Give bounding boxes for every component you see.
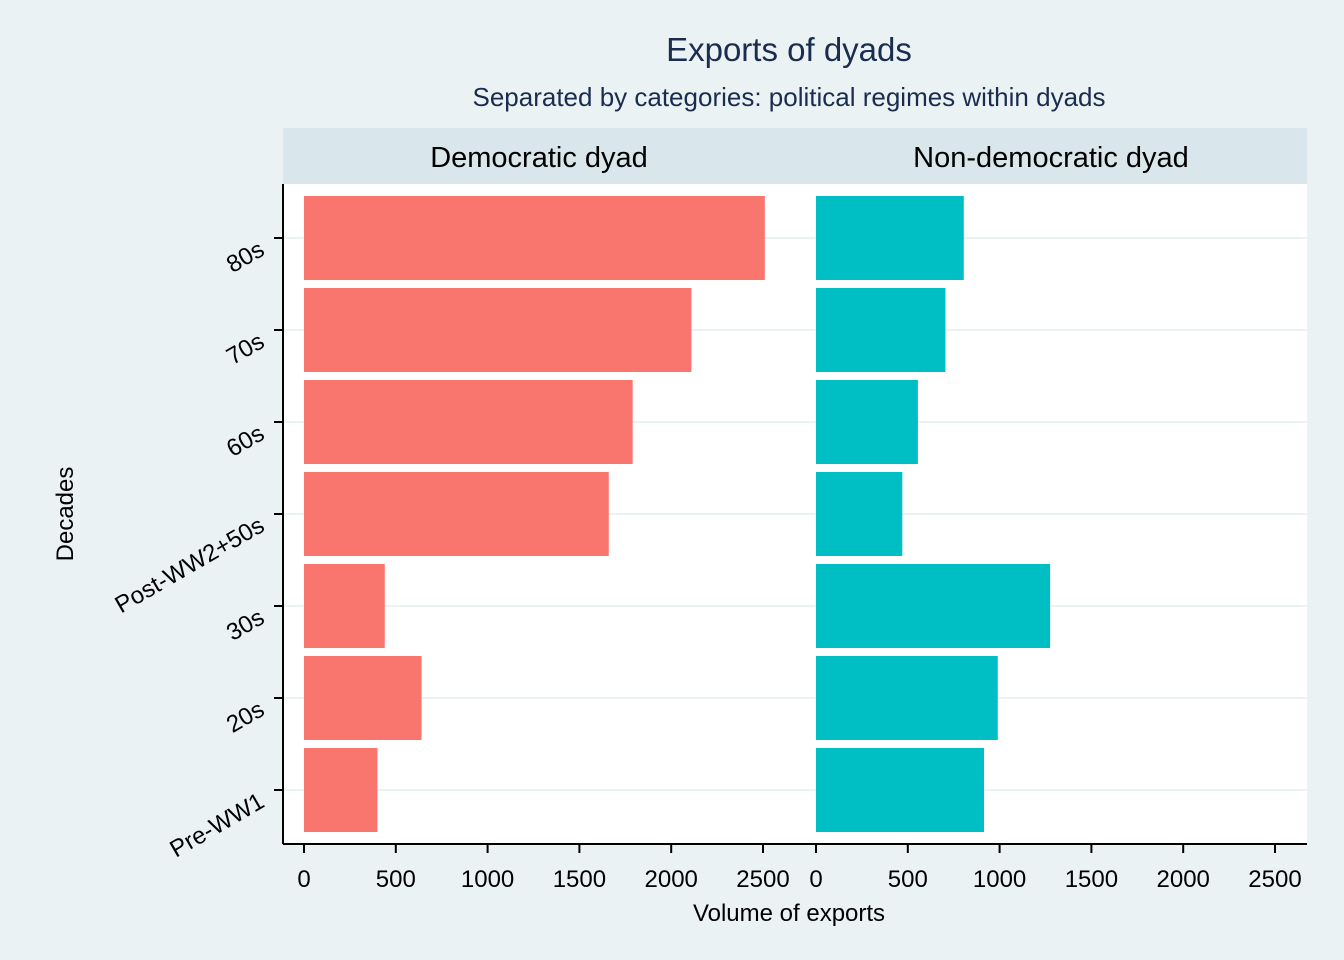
x-tick-label: 0 bbox=[297, 866, 310, 893]
x-tick-label: 1000 bbox=[973, 866, 1026, 893]
x-axis-title: Volume of exports bbox=[693, 900, 885, 927]
bar bbox=[304, 564, 385, 648]
chart-title: Exports of dyads bbox=[666, 31, 912, 68]
facet-strip-label: Non-democratic dyad bbox=[913, 142, 1189, 174]
chart-subtitle: Separated by categories: political regim… bbox=[472, 82, 1105, 112]
bar bbox=[304, 472, 609, 556]
bar bbox=[304, 288, 692, 372]
bar bbox=[816, 656, 998, 740]
facet-strip-background bbox=[283, 128, 795, 184]
facet-strip-background bbox=[795, 128, 1307, 184]
y-tick-label: 60s bbox=[222, 420, 269, 463]
y-axis-title: Decades bbox=[52, 467, 79, 562]
bar bbox=[816, 564, 1051, 648]
y-tick-label: 30s bbox=[222, 604, 269, 647]
x-tick-label: 1000 bbox=[461, 866, 514, 893]
bar bbox=[816, 472, 903, 556]
x-tick-label: 0 bbox=[809, 866, 822, 893]
bar bbox=[304, 380, 633, 464]
y-tick-label: Pre-WW1 bbox=[165, 788, 269, 863]
facet-panel-1: Non-democratic dyad 0 500 1000 1500 2000 2500 bbox=[795, 128, 1307, 893]
y-tick-label: 80s bbox=[222, 236, 269, 279]
x-tick-label: 1500 bbox=[1065, 866, 1118, 893]
x-tick-label: 2500 bbox=[1248, 866, 1301, 893]
bar bbox=[816, 288, 946, 372]
x-tick-label: 2000 bbox=[645, 866, 698, 893]
bar bbox=[816, 380, 918, 464]
y-tick-label: Post-WW2+50s bbox=[111, 512, 269, 619]
bar bbox=[816, 748, 984, 832]
y-tick-label: 20s bbox=[222, 696, 269, 739]
y-tick-label: 70s bbox=[222, 328, 269, 371]
bar bbox=[816, 196, 964, 280]
bar bbox=[304, 196, 765, 280]
bar bbox=[304, 748, 378, 832]
x-tick-label: 2500 bbox=[736, 866, 789, 893]
x-tick-label: 1500 bbox=[553, 866, 606, 893]
x-tick-label: 500 bbox=[888, 866, 928, 893]
facet-strip-label: Democratic dyad bbox=[430, 142, 648, 174]
x-tick-label: 500 bbox=[376, 866, 416, 893]
bar bbox=[304, 656, 422, 740]
x-tick-label: 2000 bbox=[1157, 866, 1210, 893]
facet-panel-0: Democratic dyad 0 500 1000 1500 2000 2500 bbox=[283, 128, 795, 893]
